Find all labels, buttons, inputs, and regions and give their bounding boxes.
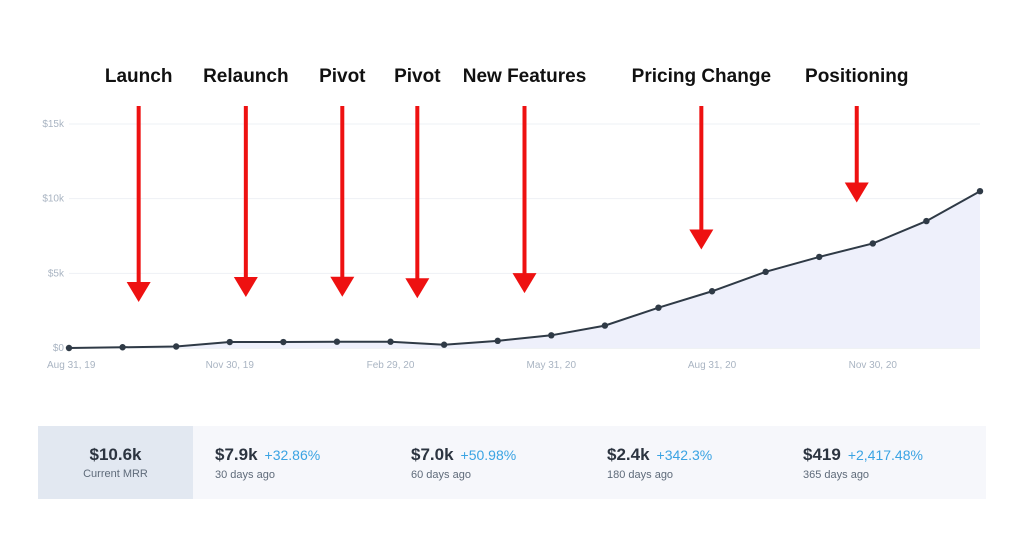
milestone-label: Launch	[105, 66, 173, 87]
current-mrr-card: $10.6k Current MRR	[38, 426, 193, 499]
x-tick-label: Nov 30, 20	[849, 360, 898, 371]
data-point	[494, 337, 501, 345]
stat-caption: 60 days ago	[411, 468, 471, 481]
data-point	[226, 338, 233, 346]
y-tick-label: $0	[53, 343, 65, 354]
y-tick-label: $10k	[42, 194, 65, 205]
data-point	[601, 322, 609, 329]
data-point	[280, 338, 287, 346]
milestone-label: Pivot	[319, 66, 366, 87]
data-point	[387, 338, 394, 345]
milestone-label: Pivot	[394, 66, 441, 87]
stat-60-days: $7.0k +50.98% 60 days ago	[389, 426, 585, 499]
x-tick-label: Aug 31, 20	[688, 360, 737, 371]
data-point	[923, 217, 930, 225]
x-tick-label: May 31, 20	[527, 360, 577, 371]
data-point	[548, 332, 555, 339]
x-tick-label: Nov 30, 19	[206, 360, 255, 371]
stat-365-days: $419 +2,417.48% 365 days ago	[781, 426, 983, 499]
data-point	[119, 344, 126, 351]
current-mrr-value: $10.6k	[89, 445, 142, 464]
data-point	[976, 188, 984, 195]
data-point	[440, 341, 448, 348]
stat-value: $2.4k	[607, 444, 650, 464]
milestone-arrow-head	[233, 277, 258, 298]
data-point	[708, 288, 716, 295]
stat-value: $419	[803, 444, 841, 464]
data-point	[869, 240, 877, 247]
stat-change: +342.3%	[656, 446, 713, 463]
mrr-chart: $0 $5k $10k $15k Aug 31, 19 Nov 30, 19 Feb 29,…	[42, 66, 984, 371]
milestone-arrow-head	[844, 182, 869, 203]
y-tick-label: $5k	[48, 268, 65, 279]
milestone-arrow-head	[330, 276, 355, 297]
milestone-arrow-head	[512, 273, 537, 294]
stat-change: +32.86%	[264, 446, 321, 463]
stat-30-days: $7.9k +32.86% 30 days ago	[193, 426, 389, 499]
x-tick-label: Feb 29, 20	[367, 360, 415, 371]
data-point	[333, 338, 341, 345]
stat-change: +2,417.48%	[847, 446, 923, 463]
data-point	[655, 304, 662, 311]
stat-caption: 365 days ago	[803, 468, 870, 481]
stat-180-days: $2.4k +342.3% 180 days ago	[585, 426, 781, 499]
x-tick-label: Aug 31, 19	[47, 360, 96, 371]
milestone-label: Positioning	[805, 66, 908, 87]
milestone-arrow-head	[689, 229, 714, 250]
milestone-label: New Features	[463, 66, 587, 87]
series-line	[68, 190, 981, 349]
stats-bar: $10.6k Current MRR $7.9k +32.86% 30 days…	[38, 426, 986, 499]
milestone-label: Relaunch	[203, 66, 289, 87]
area-fill	[69, 191, 980, 348]
stat-value: $7.0k	[411, 444, 454, 464]
stat-caption: 30 days ago	[215, 468, 275, 481]
data-point	[762, 268, 769, 276]
stat-caption: 180 days ago	[607, 468, 674, 481]
data-point	[816, 253, 823, 261]
y-tick-label: $15k	[42, 119, 65, 130]
current-mrr-caption: Current MRR	[83, 468, 148, 480]
milestone-arrow-head	[405, 278, 430, 299]
milestone-arrow-head	[126, 282, 151, 303]
data-point	[65, 344, 73, 352]
stat-value: $7.9k	[215, 444, 258, 464]
milestone-label: Pricing Change	[632, 66, 771, 87]
stat-change: +50.98%	[460, 446, 517, 463]
data-point	[172, 343, 180, 350]
